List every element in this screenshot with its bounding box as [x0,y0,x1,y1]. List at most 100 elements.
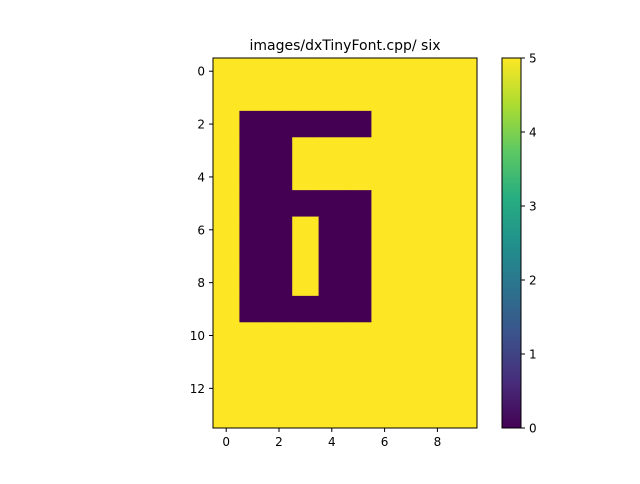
colorbar-tick-label: 3 [529,200,537,214]
heatmap-cell [265,163,293,191]
heatmap-cell [239,243,267,270]
heatmap-cell [292,243,320,270]
heatmap-cell [397,216,425,244]
heatmap-cell [265,269,293,297]
heatmap-cell [397,84,425,112]
heatmap-cell [424,58,452,85]
y-tick-label: 6 [197,223,205,237]
heatmap-cell [397,190,425,218]
heatmap-cell [424,375,452,403]
heatmap-cell [318,84,346,112]
heatmap-cell [397,163,425,191]
heatmap-cell [450,163,478,191]
heatmap-cell [397,401,425,429]
heatmap-cell [239,401,267,429]
heatmap-cell [424,84,452,112]
x-tick-label: 6 [381,435,389,449]
heatmap-cell [450,295,478,323]
x-tick-label: 8 [434,435,442,449]
heatmap-cell [371,295,399,323]
heatmap-cell [292,190,320,218]
y-tick-label: 12 [190,382,205,396]
heatmap-cell [213,243,240,270]
heatmap-cell [450,269,478,297]
heatmap-cell [213,84,240,112]
heatmap-cell [292,401,320,429]
heatmap-cell [239,322,267,350]
heatmap-cell [213,190,240,218]
heatmap-cell [239,110,267,138]
heatmap-cell [318,322,346,350]
heatmap-cell [213,137,240,165]
heatmap-cell [371,190,399,218]
heatmap-cell [213,295,240,323]
heatmap-cell [424,163,452,191]
heatmap-cell [239,348,267,376]
heatmap-cell [424,322,452,350]
x-tick-label: 4 [328,435,336,449]
heatmap-cell [345,163,372,191]
plot-frame [212,57,478,429]
heatmap-cell [397,295,425,323]
heatmap-cell [239,216,267,244]
heatmap-cell [265,84,293,112]
heatmap-cell [213,322,240,350]
colorbar-tick-label: 4 [529,126,537,140]
heatmap-cell [371,401,399,429]
colorbar-tick-label: 2 [529,274,537,288]
heatmap-cell [345,84,372,112]
chart-title: images/dxTinyFont.cpp/ six [250,38,441,54]
heatmap-cell [450,58,478,85]
heatmap-cells [213,58,478,429]
heatmap-cell [239,295,267,323]
heatmap-cell [450,348,478,376]
heatmap-cell [265,322,293,350]
heatmap-cell [318,295,346,323]
colorbar [501,57,522,429]
heatmap-cell [292,269,320,297]
y-axis: 0 2 4 6 8 10 12 [190,65,213,396]
heatmap-cell [397,137,425,165]
heatmap-cell [424,401,452,429]
heatmap-cell [345,110,372,138]
heatmap-cell [239,163,267,191]
heatmap-cell [318,110,346,138]
heatmap-cell [345,375,372,403]
heatmap-cell [424,243,452,270]
heatmap-cell [292,58,320,85]
heatmap-cell [450,322,478,350]
heatmap-cell [450,375,478,403]
heatmap-cell [318,58,346,85]
heatmap-cell [397,58,425,85]
heatmap-cell [345,401,372,429]
heatmap-cell [371,375,399,403]
heatmap-cell [239,375,267,403]
heatmap-cell [318,137,346,165]
y-tick-label: 10 [190,329,205,343]
x-tick-label: 0 [222,435,230,449]
heatmap-cell [424,190,452,218]
x-tick-label: 2 [275,435,283,449]
heatmap-cell [424,110,452,138]
heatmap-cell [265,110,293,138]
heatmap-cell [213,110,240,138]
heatmap-cell [345,348,372,376]
heatmap-cell [239,58,267,85]
heatmap-cell [292,295,320,323]
heatmap-cell [450,110,478,138]
heatmap-cell [239,84,267,112]
colorbar-axis: 0 1 2 3 4 5 [521,52,537,436]
heatmap-cell [371,269,399,297]
heatmap-cell [450,137,478,165]
heatmap-cell [265,348,293,376]
colorbar-tick-label: 0 [529,422,537,436]
heatmap-cell [371,243,399,270]
heatmap-cell [213,58,240,85]
heatmap-cell [265,295,293,323]
heatmap-cell [424,295,452,323]
heatmap-cell [397,348,425,376]
heatmap-cell [318,243,346,270]
heatmap-cell [292,216,320,244]
heatmap-cell [213,348,240,376]
